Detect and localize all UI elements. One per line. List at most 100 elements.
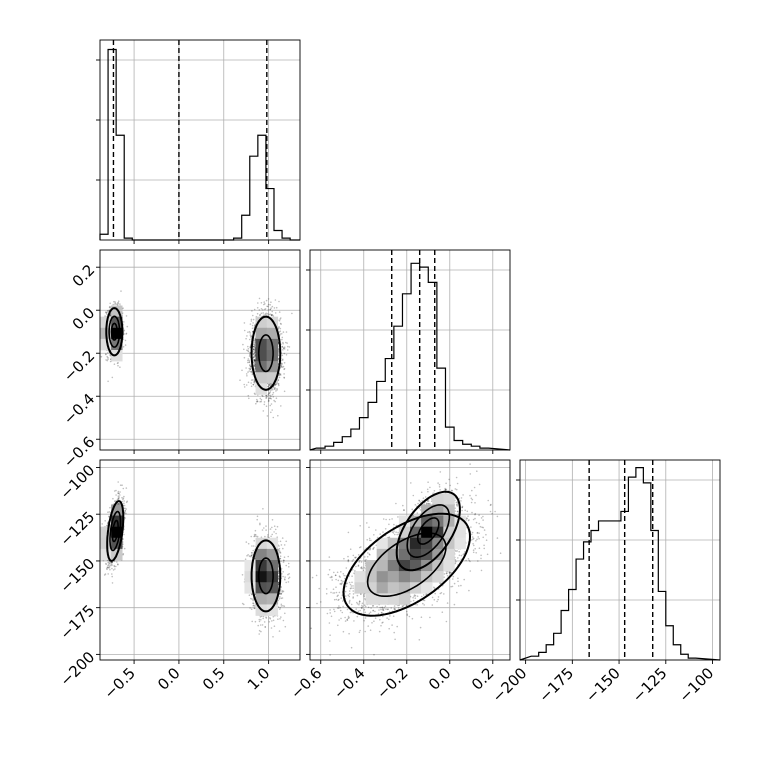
panel-0-1-point xyxy=(283,347,285,350)
panel-0-1-point xyxy=(268,392,270,395)
panel-0-1-point xyxy=(123,329,126,332)
panel-0-1-point xyxy=(243,329,246,332)
panel-0-2-point xyxy=(284,579,286,581)
panel-0-1-point xyxy=(106,311,108,314)
panel-0-2-point xyxy=(118,502,121,505)
panel-0-1-point xyxy=(253,359,256,361)
panel-0-2-point xyxy=(272,636,274,638)
panel-0-1-point xyxy=(254,360,256,363)
panel-1-2-point xyxy=(413,594,416,596)
panel-0-1-point xyxy=(254,359,256,362)
panel-0-1-contour xyxy=(257,334,274,373)
panel-0-1-point xyxy=(281,354,284,357)
panel-1-2-point xyxy=(359,629,361,632)
panel-0-2-point xyxy=(260,536,263,538)
panel-1-2-point xyxy=(360,593,362,595)
panel-1-2-point xyxy=(438,483,441,486)
panel-1-2-point xyxy=(482,515,484,518)
panel-1-2-point xyxy=(462,553,465,556)
panel-0-2-point xyxy=(281,590,284,592)
panel-0-2-point xyxy=(125,487,128,489)
panel-0-1-point xyxy=(251,324,254,327)
panel-0-1-point xyxy=(253,353,255,356)
panel-0-2-point xyxy=(282,605,284,607)
panel-0-1-density-cell xyxy=(100,316,112,329)
panel-1-2-point xyxy=(393,607,396,610)
panel-1-2-point xyxy=(494,510,496,513)
panel-0-2-point xyxy=(256,515,259,518)
panel-0-1-point xyxy=(243,356,246,359)
panel-0-2-point xyxy=(117,495,120,497)
panel-0-1-point xyxy=(271,409,274,411)
panel-1-2-point xyxy=(450,572,453,574)
panel-0-1-point xyxy=(109,314,111,317)
panel-1-2-point xyxy=(483,529,486,531)
panel-0-1-point xyxy=(253,345,255,348)
panel-0-1-point xyxy=(282,349,284,351)
panel-0-1-point xyxy=(125,333,127,335)
panel-0-1-point xyxy=(274,388,276,390)
panel-0-2-contour xyxy=(106,500,125,562)
panel-0-2-point xyxy=(114,500,116,503)
panel-0-1-point xyxy=(249,364,251,366)
panel-1-2-point xyxy=(354,557,357,559)
panel-1-2-point xyxy=(458,550,461,553)
panel-0-1-point xyxy=(282,358,284,361)
panel-0-2-point xyxy=(123,533,125,536)
panel-0-2-point xyxy=(256,535,259,538)
panel-0-1-contour xyxy=(105,307,124,357)
panel-0-1-point xyxy=(278,300,280,303)
panel-0-2-point xyxy=(109,562,111,564)
panel-0-1-point xyxy=(248,330,251,333)
panel-0-2-point xyxy=(265,616,267,618)
panel-1-2-point xyxy=(476,538,478,541)
panel-1-2-point xyxy=(406,610,408,613)
panel-0-1-ytick-label: −0.4 xyxy=(60,390,98,428)
panel-1-2-point xyxy=(481,526,483,528)
panel-0-1-point xyxy=(97,325,99,327)
panel-0-1-point xyxy=(264,303,266,305)
panel-0-1-point xyxy=(279,333,282,335)
panel-0-1-point xyxy=(124,339,127,342)
panel-1-2-point xyxy=(368,612,371,615)
panel-0-2-point xyxy=(125,508,128,510)
panel-1-2-point xyxy=(393,605,396,607)
panel-0-1-point xyxy=(283,368,285,371)
panel-0-2-point xyxy=(252,545,255,547)
panel-0-2-point xyxy=(121,484,123,487)
panel-0-2-point xyxy=(108,565,111,567)
panel-1-2-point xyxy=(339,609,342,612)
panel-0-2-point xyxy=(107,561,109,564)
panel-0-2-frame xyxy=(99,459,301,661)
panel-0-2-point xyxy=(282,559,285,562)
panel-0-2-point xyxy=(279,557,282,560)
panel-1-2-point xyxy=(437,482,439,484)
panel-1-2-point xyxy=(393,631,396,634)
panel-0-1-point xyxy=(279,373,282,375)
panel-1-2-point xyxy=(466,517,468,520)
panel-1-2-point xyxy=(476,532,479,534)
panel-0-2-point xyxy=(279,596,281,598)
panel-0-1-point xyxy=(266,415,269,417)
panel-0-1-point xyxy=(255,398,258,401)
panel-1-2-point xyxy=(345,567,348,569)
panel-0-1-point xyxy=(280,365,283,367)
panel-1-2-point xyxy=(489,504,492,507)
panel-0-2-point xyxy=(262,615,265,618)
panel-1-2-point xyxy=(366,539,369,541)
panel-0-1-point xyxy=(260,400,263,403)
panel-0-1-point xyxy=(279,373,281,376)
panel-0-1-density-cell xyxy=(100,338,112,351)
panel-0-2-point xyxy=(249,607,251,609)
panel-0-1-point xyxy=(252,351,254,353)
panel-0-1-point xyxy=(281,346,284,348)
panel-0-2-point xyxy=(261,529,264,531)
panel-0-2-point xyxy=(243,603,245,606)
panel-0-1-point xyxy=(107,352,109,354)
panel-0-1-point xyxy=(248,370,251,372)
panel-0-1-point xyxy=(283,376,285,379)
panel-0-1-point xyxy=(108,306,111,309)
panel-0-2-point xyxy=(126,500,128,503)
panel-0-1-point xyxy=(247,345,249,348)
